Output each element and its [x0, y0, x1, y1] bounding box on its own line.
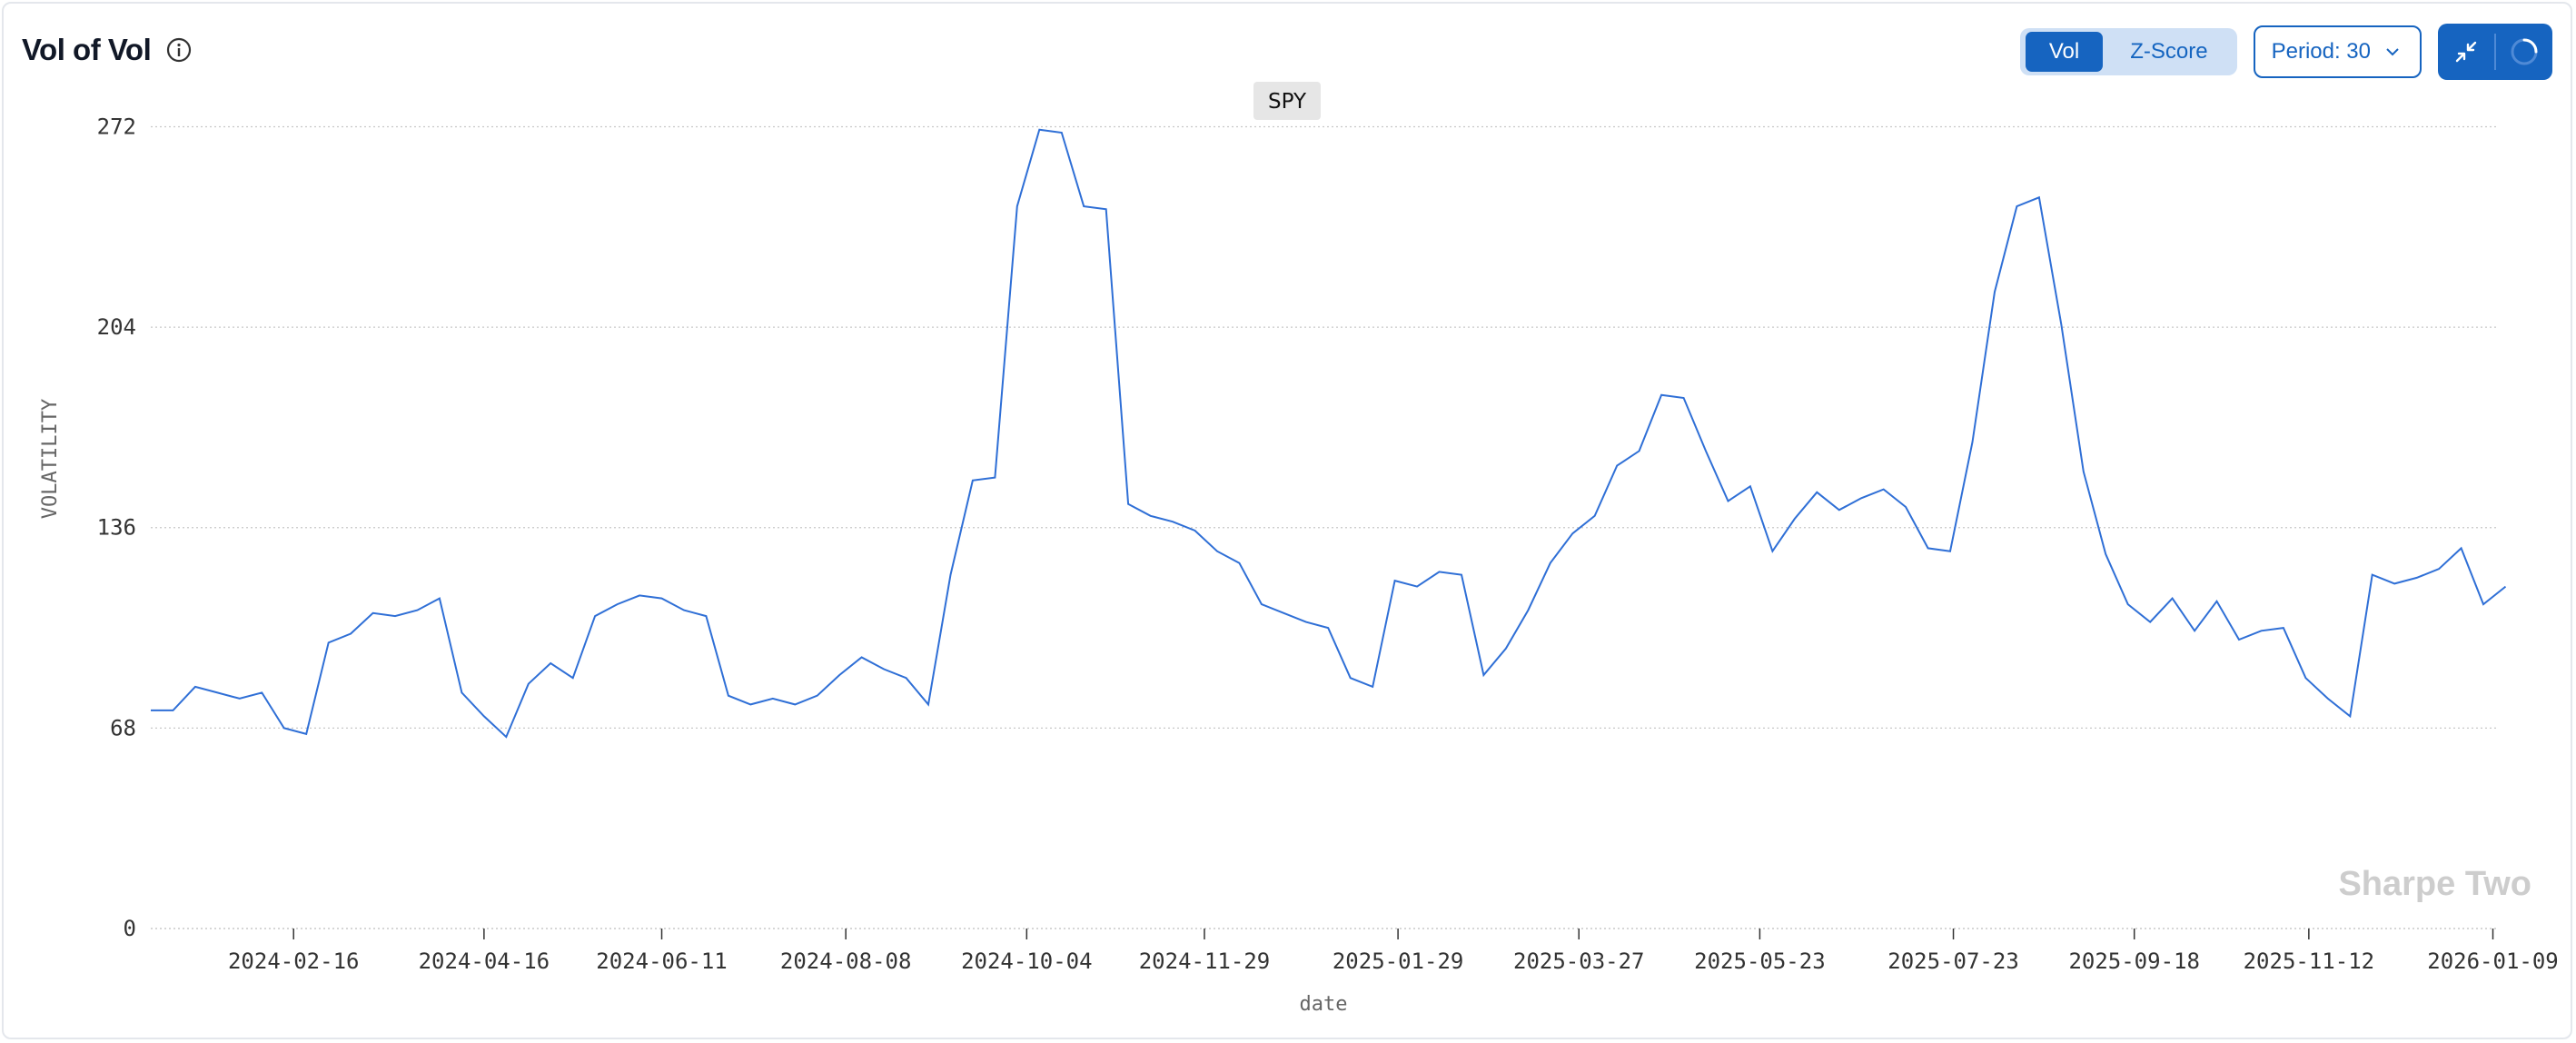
y-tick-label: 68 [110, 715, 136, 740]
refresh-button[interactable] [2496, 24, 2552, 80]
info-circle-icon[interactable] [165, 36, 193, 64]
period-select[interactable]: Period: 30 [2253, 25, 2422, 78]
x-tick-label: 2025-05-23 [1694, 949, 1826, 974]
x-tick-label: 2024-10-04 [961, 949, 1093, 974]
x-tick-label: 2024-11-29 [1139, 949, 1271, 974]
x-tick-label: 2025-01-29 [1333, 949, 1464, 974]
vol-zscore-toggle: Vol Z-Score [2019, 28, 2237, 75]
y-tick-label: 204 [97, 314, 136, 340]
x-tick-label: 2025-07-23 [1887, 949, 2019, 974]
y-axis-title: VOLATILITY [39, 399, 62, 519]
grid-layer [151, 125, 2496, 929]
chart-action-group [2438, 24, 2552, 80]
x-tick-label: 2025-03-27 [1513, 949, 1645, 974]
x-tick-label: 2024-02-16 [228, 949, 360, 974]
x-tick-label: 2025-11-12 [2244, 949, 2375, 974]
chevron-down-icon [2386, 48, 2399, 56]
x-tick-label: 2024-06-11 [596, 949, 728, 974]
x-axis: 2024-02-16 2024-04-16 2024-06-11 2024-08-08… [228, 929, 2559, 974]
chart-controls: Vol Z-Score Period: 30 [2019, 24, 2552, 80]
page-title: Vol of Vol [22, 33, 152, 66]
loading-spinner-icon [2511, 38, 2538, 65]
x-tick-label: 2024-04-16 [419, 949, 550, 974]
y-tick-label: 272 [97, 114, 136, 139]
legend-series-label: SPY [1268, 90, 1307, 114]
header: Vol of Vol [22, 33, 193, 67]
x-axis-title: date [1300, 993, 1348, 1016]
x-tick-label: 2026-01-09 [2427, 949, 2559, 974]
period-select-label: Period: 30 [2271, 39, 2371, 64]
spy-series-line [151, 128, 2507, 739]
collapse-button[interactable] [2438, 24, 2494, 80]
y-axis: 0 68 136 204 272 [97, 114, 136, 941]
y-tick-label: 136 [97, 515, 136, 541]
x-tick-label: 2024-08-08 [780, 949, 912, 974]
action-divider [2494, 34, 2496, 70]
zscore-toggle-button[interactable]: Z-Score [2106, 32, 2231, 72]
x-tick-label: 2025-09-18 [2068, 949, 2200, 974]
collapse-arrows-icon [2455, 41, 2477, 63]
vol-toggle-button[interactable]: Vol [2025, 32, 2104, 72]
legend-badge-background [1253, 82, 1321, 120]
y-tick-label: 0 [124, 916, 136, 941]
watermark: Sharpe Two [2338, 865, 2531, 903]
series-legend-badge[interactable]: SPY [1253, 82, 1321, 120]
